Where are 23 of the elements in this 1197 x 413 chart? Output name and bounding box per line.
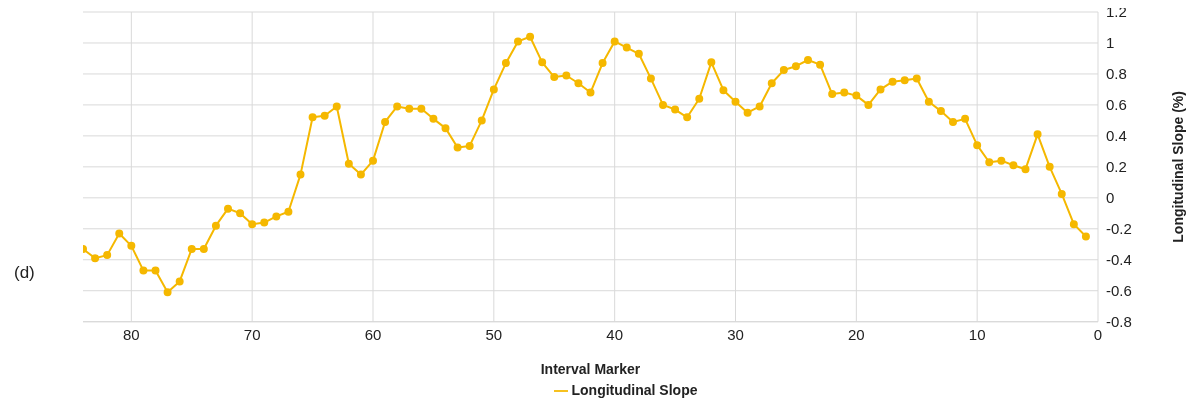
x-tick-label: 40 — [606, 326, 624, 344]
x-tick-label: 0 — [1093, 326, 1103, 344]
y-tick-label: 0 — [1106, 189, 1115, 207]
y-tick-label: 0.2 — [1106, 158, 1127, 176]
y-axis-title: Longitudinal Slope (%) — [1169, 91, 1186, 243]
x-tick-label: 10 — [968, 326, 986, 344]
y-tick-label: 0.8 — [1106, 65, 1127, 83]
x-axis-title: Interval Marker — [540, 360, 641, 377]
x-tick-label: 60 — [364, 326, 382, 344]
text: (d) — [14, 263, 35, 283]
y-tick-label: -0.6 — [1106, 282, 1132, 300]
x-tick-label: 30 — [727, 326, 744, 344]
y-tick-label: 0.4 — [1106, 127, 1127, 145]
y-tick-label: -0.2 — [1106, 220, 1132, 238]
legend-label: Longitudinal Slope — [571, 381, 698, 398]
y-tick-label: -0.4 — [1106, 251, 1132, 269]
x-tick-label: 20 — [847, 326, 865, 344]
y-tick-label: -0.8 — [1106, 313, 1132, 331]
x-tick-label: 80 — [122, 326, 140, 344]
x-tick-label: 70 — [243, 326, 261, 344]
y-tick-label: 1 — [1106, 34, 1115, 52]
y-tick-label: 0.6 — [1106, 96, 1127, 114]
x-tick-label: 50 — [485, 326, 503, 344]
